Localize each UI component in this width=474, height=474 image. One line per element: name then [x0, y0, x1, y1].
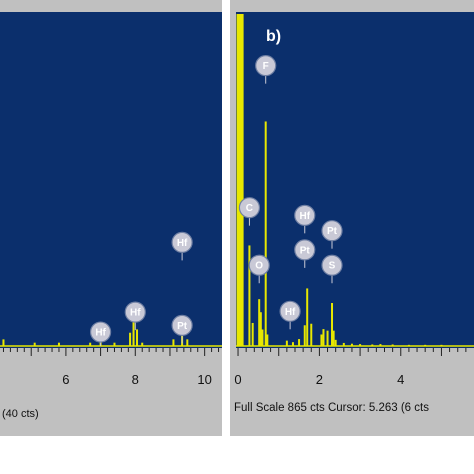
spectrum-bar: [379, 344, 382, 346]
element-marker-pt: Pt: [294, 239, 316, 268]
element-marker-hf: Hf: [89, 321, 112, 346]
spectrum-bar: [186, 339, 189, 346]
spectrum-bar: [424, 344, 427, 346]
spectrum-bar: [322, 329, 325, 346]
element-marker-label: C: [246, 203, 253, 214]
element-marker-hf: Hf: [171, 231, 193, 261]
element-marker-s: S: [321, 254, 343, 284]
element-marker-label: Hf: [95, 328, 106, 339]
spectrum-bar: [359, 344, 362, 346]
spectrum-bar: [266, 334, 269, 346]
panel-label-b: b): [266, 28, 282, 45]
x-axis-bar-a: [0, 348, 222, 356]
spectrum-bar: [350, 343, 353, 346]
spectrum-bar: [57, 342, 60, 346]
spectrum-bar: [320, 334, 323, 346]
spectrum-bar: [407, 344, 410, 346]
element-marker-pt: Pt: [171, 314, 193, 344]
spectrum-bar: [264, 121, 267, 347]
x-tick-label: 6: [62, 372, 69, 387]
spectrum-bar: [238, 14, 242, 346]
plot-area-a: [0, 12, 222, 348]
spectrum-bar: [251, 322, 254, 346]
element-marker-label: S: [329, 261, 336, 272]
x-tick-label: 8: [132, 372, 139, 387]
spectrum-bar: [291, 342, 294, 346]
element-marker-pt: Pt: [321, 220, 343, 249]
element-marker-label: Hf: [299, 211, 310, 222]
spectrum-bar: [391, 344, 394, 346]
spectrum-bar: [236, 14, 240, 346]
x-tick-label: 10: [197, 372, 211, 387]
spectrum-bar: [129, 332, 132, 346]
spectrum-bar: [240, 14, 244, 346]
spectrum-panel-b: 0 2 4 C O F Hf Pt Hf Pt S b) Full Scale 865 cts Cu…: [230, 0, 474, 436]
element-marker-hf: Hf: [124, 301, 146, 331]
spectrum-bar: [2, 339, 5, 346]
spectrum-bar: [371, 344, 374, 346]
element-marker-label: Hf: [130, 308, 141, 319]
spectrum-bar: [259, 312, 262, 346]
element-marker-hf: Hf: [279, 300, 301, 330]
spectrum-bar: [89, 342, 92, 346]
spectrum-panel-a: 6 8 10 Hf Hf Hf Pt (40 cts): [0, 0, 222, 436]
spectrum-bar: [136, 329, 139, 346]
spectrum-bar: [258, 299, 261, 346]
element-marker-label: Hf: [285, 307, 296, 318]
x-tick-label: 0: [234, 372, 241, 387]
spectrum-bar: [332, 330, 335, 346]
spectrum-bar: [326, 330, 329, 346]
spectrum-bar: [334, 339, 337, 346]
spectrum-bar: [342, 342, 345, 346]
element-marker-label: Pt: [300, 245, 311, 256]
spectrum-bar: [310, 323, 313, 346]
spectrum-svg-a: 6 8 10 Hf Hf Hf Pt: [0, 231, 222, 387]
element-marker-f: F: [255, 55, 277, 84]
element-marker-hf: Hf: [294, 204, 316, 234]
element-marker-c: C: [238, 197, 261, 226]
spectrum-bar: [331, 303, 334, 346]
spectrum-bar: [248, 245, 251, 346]
spectrum-bar: [303, 325, 306, 346]
spectrum-bar: [440, 344, 443, 346]
spectrum-bar: [141, 342, 144, 346]
spectrum-bar: [261, 329, 264, 346]
status-text-a: (40 cts): [2, 408, 39, 420]
spectrum-bar: [298, 339, 301, 346]
element-marker-label: Hf: [177, 238, 188, 249]
element-marker-label: O: [255, 261, 263, 272]
element-marker-o: O: [248, 254, 270, 284]
element-marker-label: Pt: [177, 321, 188, 332]
spectrum-bar: [113, 342, 116, 346]
x-tick-label: 2: [316, 372, 323, 387]
spectrum-bar: [306, 288, 309, 346]
spectrum-bar: [172, 339, 175, 346]
element-marker-label: F: [263, 61, 269, 72]
spectrum-svg-b: 0 2 4 C O F Hf Pt Hf Pt S: [234, 14, 474, 387]
x-tick-label: 4: [397, 372, 404, 387]
status-text-b: Full Scale 865 cts Cursor: 5.263 (6 cts: [234, 402, 429, 414]
spectrum-bar: [132, 316, 135, 346]
spectrum-bar: [33, 342, 36, 346]
element-marker-label: Pt: [327, 226, 338, 237]
spectrum-bar: [285, 340, 288, 346]
